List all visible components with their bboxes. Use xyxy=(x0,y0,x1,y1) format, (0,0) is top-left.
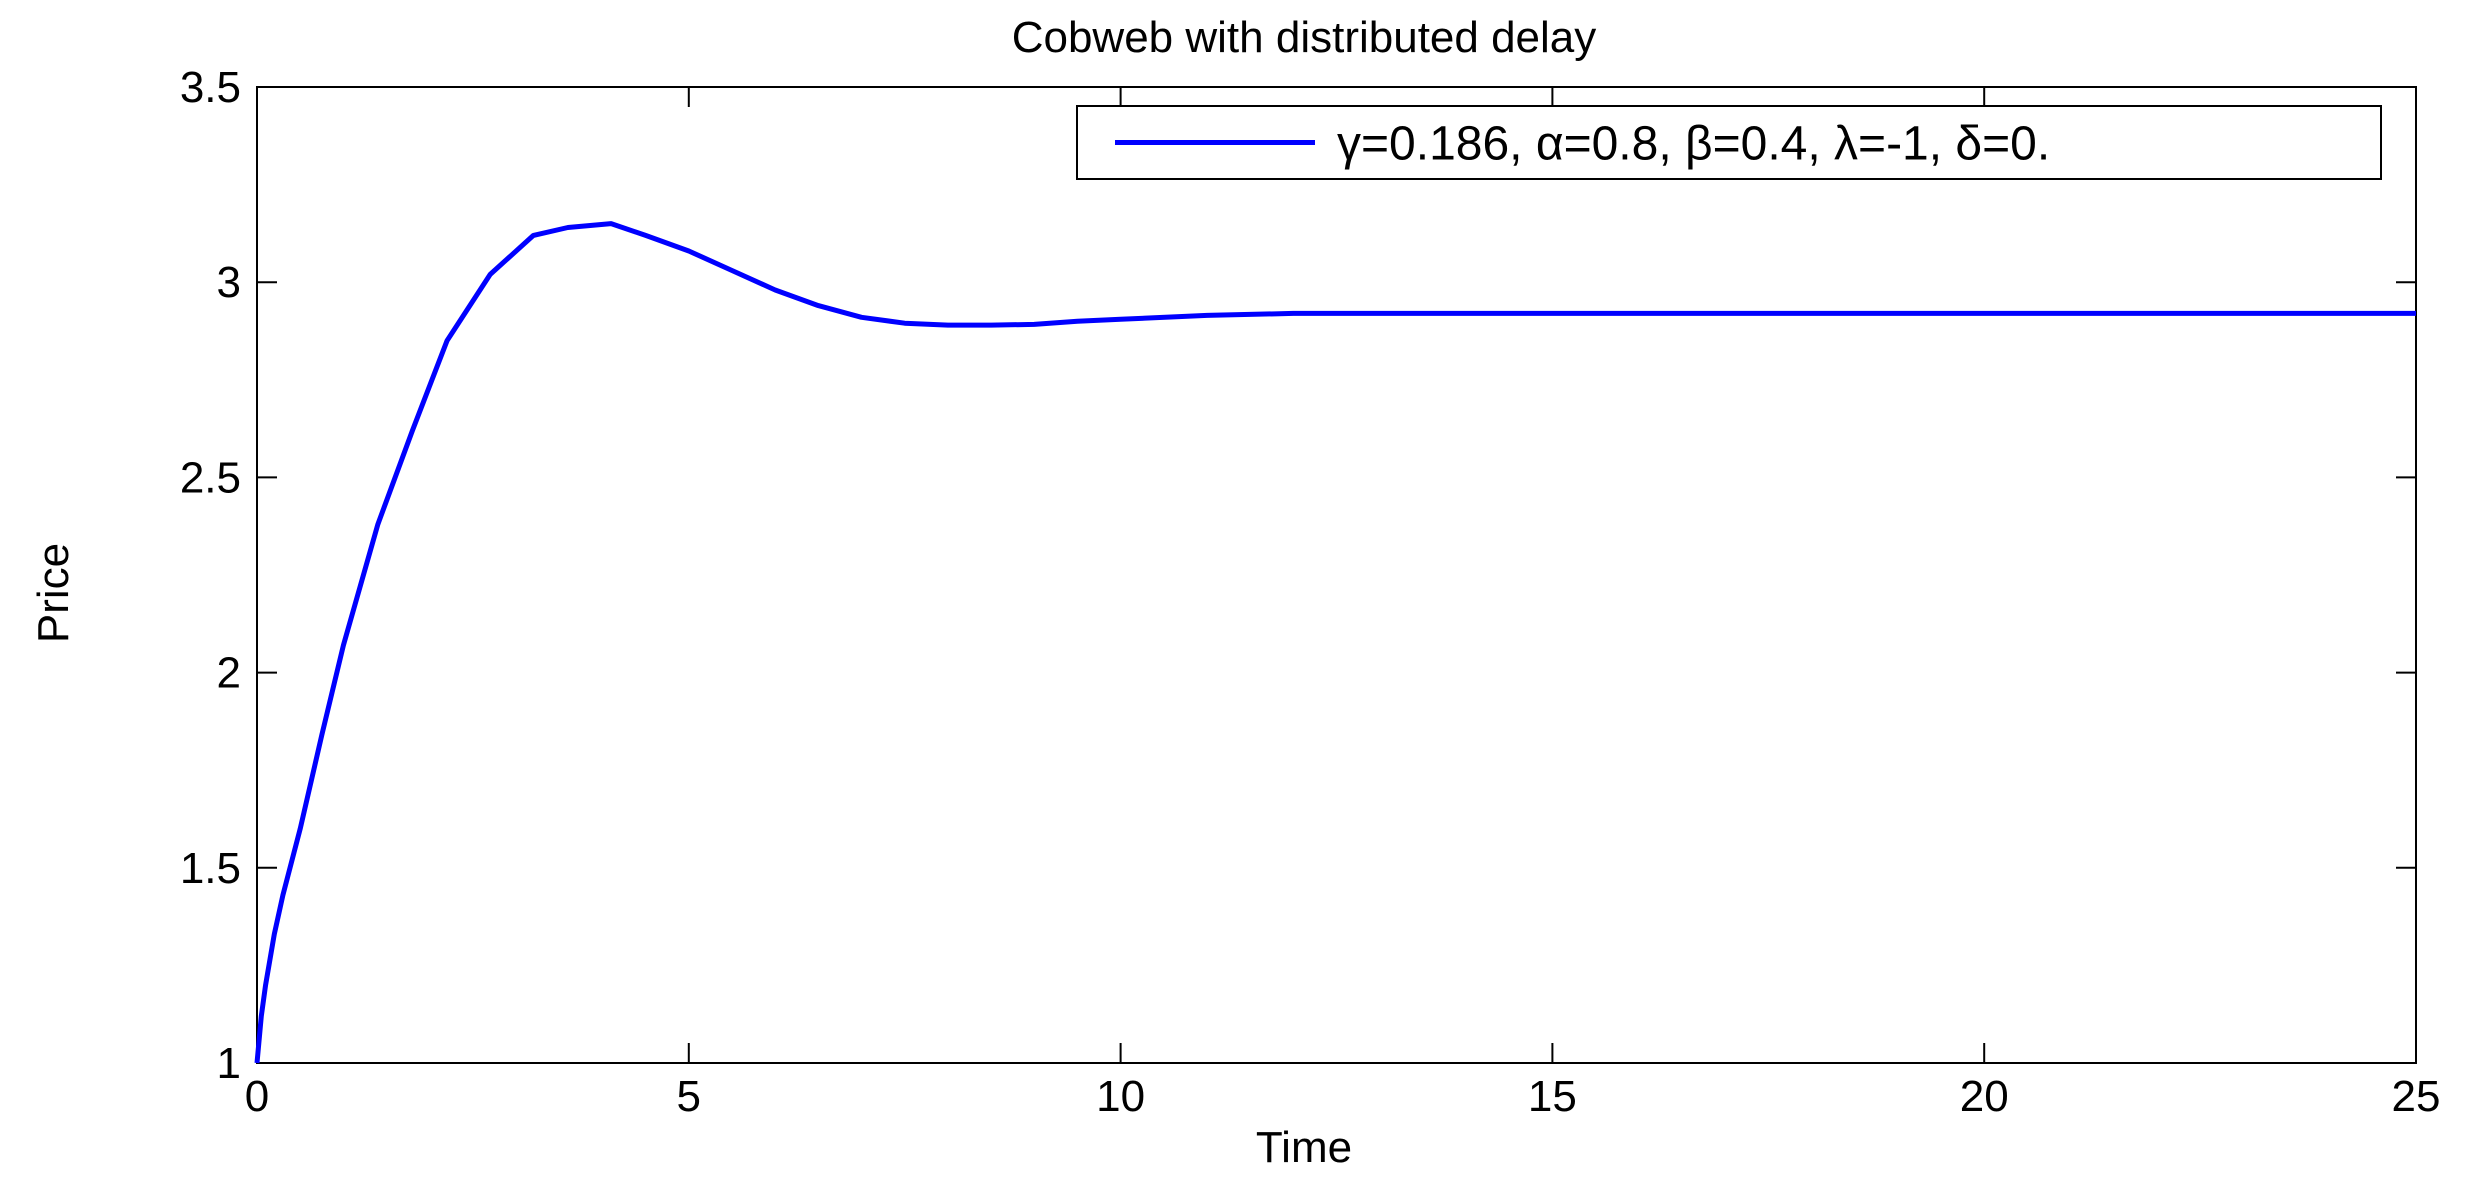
y-tick-label: 1 xyxy=(217,1039,241,1088)
x-tick-label: 10 xyxy=(1096,1072,1145,1121)
x-tick-label: 20 xyxy=(1960,1072,2009,1121)
y-tick-label: 2.5 xyxy=(180,453,241,502)
x-tick-label: 0 xyxy=(245,1072,269,1121)
y-axis-label: Price xyxy=(29,543,78,643)
x-tick-label: 25 xyxy=(2392,1072,2441,1121)
x-tick-label: 5 xyxy=(677,1072,701,1121)
plot-area: 0 5 10 15 20 25 1 1.5 2 2.5 3 3.5 γ=0.186, α=0.8, β=… xyxy=(180,63,2441,1121)
y-tick-label: 1.5 xyxy=(180,844,241,893)
axes-frame xyxy=(256,86,2417,1064)
y-tick-label: 3.5 xyxy=(180,63,241,112)
legend-label: γ=0.186, α=0.8, β=0.4, λ=-1, δ=0. xyxy=(1337,118,2050,171)
series-line xyxy=(254,221,2416,1064)
y-tick-label: 3 xyxy=(217,258,241,307)
x-tick-label: 15 xyxy=(1528,1072,1577,1121)
chart-title: Cobweb with distributed delay xyxy=(1012,13,1597,62)
y-tick-label: 2 xyxy=(217,649,241,698)
x-axis-label: Time xyxy=(1256,1123,1352,1172)
